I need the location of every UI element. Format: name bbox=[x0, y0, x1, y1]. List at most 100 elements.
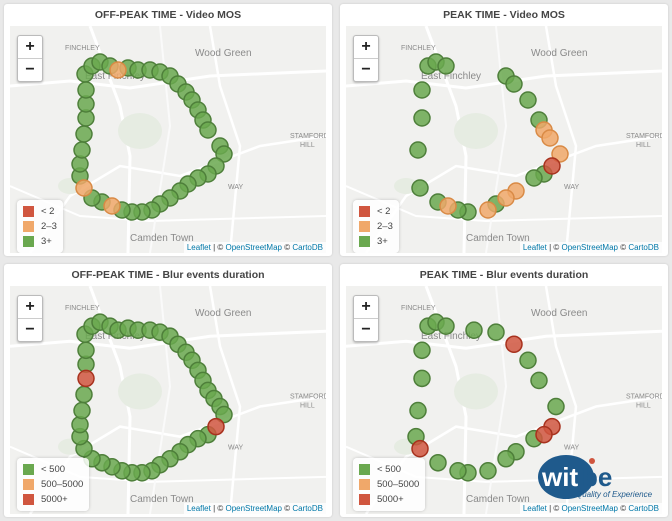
place-label: WAY bbox=[564, 445, 579, 452]
map-panel-offpeak-mos: OFF-PEAK TIME - Video MOS Wood Green Eas… bbox=[4, 4, 332, 256]
route-marker[interactable] bbox=[487, 323, 505, 341]
route-marker[interactable] bbox=[207, 417, 225, 436]
zoom-in-button[interactable]: + bbox=[25, 298, 35, 315]
leaflet-link[interactable]: Leaflet bbox=[186, 243, 211, 252]
map-view[interactable]: Wood Green East Finchley FINCHLEY Camden… bbox=[10, 26, 326, 253]
carto-link[interactable]: CartoDB bbox=[628, 243, 659, 252]
route-marker[interactable] bbox=[535, 425, 553, 444]
route-marker[interactable] bbox=[547, 397, 565, 416]
place-label: Wood Green bbox=[195, 308, 251, 319]
osm-link[interactable]: OpenStreetMap bbox=[225, 243, 282, 252]
route-marker[interactable] bbox=[479, 201, 497, 219]
route-marker[interactable] bbox=[413, 369, 431, 388]
map-view[interactable]: Wood Green East Finchley FINCHLEY Camden… bbox=[10, 286, 326, 514]
place-label: Camden Town bbox=[130, 233, 194, 244]
place-label: East Finchley bbox=[421, 71, 481, 82]
zoom-out-button[interactable]: − bbox=[354, 318, 378, 341]
route-marker[interactable] bbox=[429, 453, 447, 472]
legend-label: 3+ bbox=[377, 236, 388, 247]
route-marker[interactable] bbox=[109, 61, 127, 79]
map-view[interactable]: Wood Green East Finchley FINCHLEY Camden… bbox=[346, 286, 662, 514]
place-label: STAMFORD bbox=[290, 133, 326, 140]
route-marker[interactable] bbox=[103, 197, 121, 215]
zoom-out-button[interactable]: − bbox=[18, 318, 42, 341]
legend-label: 3+ bbox=[41, 236, 52, 247]
attribution-separator: | © bbox=[210, 243, 226, 252]
legend-swatch bbox=[359, 479, 370, 490]
osm-link[interactable]: OpenStreetMap bbox=[225, 504, 282, 513]
legend-item: 500–5000 bbox=[359, 477, 419, 492]
leaflet-link[interactable]: Leaflet bbox=[186, 504, 211, 513]
legend-swatch bbox=[23, 479, 34, 490]
map-view[interactable]: Wood Green East Finchley FINCHLEY Camden… bbox=[346, 26, 662, 253]
route-marker[interactable] bbox=[77, 369, 95, 388]
route-marker[interactable] bbox=[551, 145, 569, 163]
route-marker[interactable] bbox=[519, 351, 537, 370]
legend-swatch bbox=[23, 236, 34, 247]
svg-text:be: be bbox=[582, 462, 612, 492]
place-label: HILL bbox=[636, 142, 651, 149]
route-marker[interactable] bbox=[413, 81, 431, 99]
route-marker[interactable] bbox=[77, 81, 95, 99]
zoom-out-button[interactable]: − bbox=[354, 58, 378, 81]
route-marker[interactable] bbox=[199, 121, 217, 139]
legend-item: 3+ bbox=[23, 234, 57, 249]
carto-link[interactable]: CartoDB bbox=[628, 504, 659, 513]
attribution-separator: | © bbox=[210, 504, 226, 513]
panel-title: OFF-PEAK TIME - Blur events duration bbox=[71, 269, 265, 281]
place-label: STAMFORD bbox=[290, 393, 326, 400]
route-marker[interactable] bbox=[505, 75, 523, 93]
route-marker[interactable] bbox=[530, 371, 548, 390]
legend-swatch bbox=[359, 494, 370, 505]
route-marker[interactable] bbox=[409, 141, 427, 159]
route-marker[interactable] bbox=[409, 401, 427, 420]
route-marker[interactable] bbox=[75, 385, 93, 404]
carto-link[interactable]: CartoDB bbox=[292, 504, 323, 513]
route-marker[interactable] bbox=[215, 145, 233, 163]
legend-item: 3+ bbox=[359, 234, 393, 249]
route-marker[interactable] bbox=[413, 109, 431, 127]
leaflet-link[interactable]: Leaflet bbox=[522, 504, 547, 513]
legend-swatch bbox=[23, 221, 34, 232]
route-marker[interactable] bbox=[439, 197, 457, 215]
route-markers bbox=[71, 53, 233, 221]
zoom-in-button[interactable]: + bbox=[361, 298, 371, 315]
route-marker[interactable] bbox=[519, 91, 537, 109]
route-marker[interactable] bbox=[449, 462, 467, 480]
route-marker[interactable] bbox=[465, 321, 483, 339]
route-marker[interactable] bbox=[413, 341, 431, 360]
route-marker[interactable] bbox=[541, 129, 559, 147]
osm-link[interactable]: OpenStreetMap bbox=[561, 504, 618, 513]
route-marker[interactable] bbox=[411, 179, 429, 197]
place-label: Camden Town bbox=[466, 233, 530, 244]
route-marker[interactable] bbox=[437, 317, 455, 335]
route-marker[interactable] bbox=[497, 189, 515, 207]
zoom-out-button[interactable]: − bbox=[18, 58, 42, 81]
zoom-in-button[interactable]: + bbox=[25, 38, 35, 55]
route-marker[interactable] bbox=[505, 335, 523, 354]
route-marker[interactable] bbox=[437, 57, 455, 75]
route-marker[interactable] bbox=[73, 141, 91, 159]
route-marker[interactable] bbox=[77, 341, 95, 360]
route-marker[interactable] bbox=[543, 157, 561, 175]
leaflet-link[interactable]: Leaflet bbox=[522, 243, 547, 252]
osm-link[interactable]: OpenStreetMap bbox=[561, 243, 618, 252]
route-marker[interactable] bbox=[411, 439, 429, 458]
route-marker[interactable] bbox=[215, 405, 233, 424]
route-marker[interactable] bbox=[73, 401, 91, 420]
place-label: HILL bbox=[300, 403, 315, 410]
legend: < 500 500–5000 5000+ bbox=[17, 458, 90, 511]
legend: < 2 2–3 3+ bbox=[17, 200, 63, 253]
zoom-in-button[interactable]: + bbox=[361, 38, 371, 55]
route-marker[interactable] bbox=[525, 169, 543, 187]
place-label: FINCHLEY bbox=[401, 45, 436, 52]
route-marker[interactable] bbox=[497, 449, 515, 468]
zoom-control: + − bbox=[353, 295, 379, 342]
place-label: STAMFORD bbox=[626, 133, 662, 140]
carto-link[interactable]: CartoDB bbox=[292, 243, 323, 252]
route-marker[interactable] bbox=[75, 125, 93, 143]
route-marker[interactable] bbox=[479, 462, 497, 480]
legend-item: 2–3 bbox=[23, 219, 57, 234]
route-marker[interactable] bbox=[75, 179, 93, 197]
place-label: STAMFORD bbox=[626, 393, 662, 400]
